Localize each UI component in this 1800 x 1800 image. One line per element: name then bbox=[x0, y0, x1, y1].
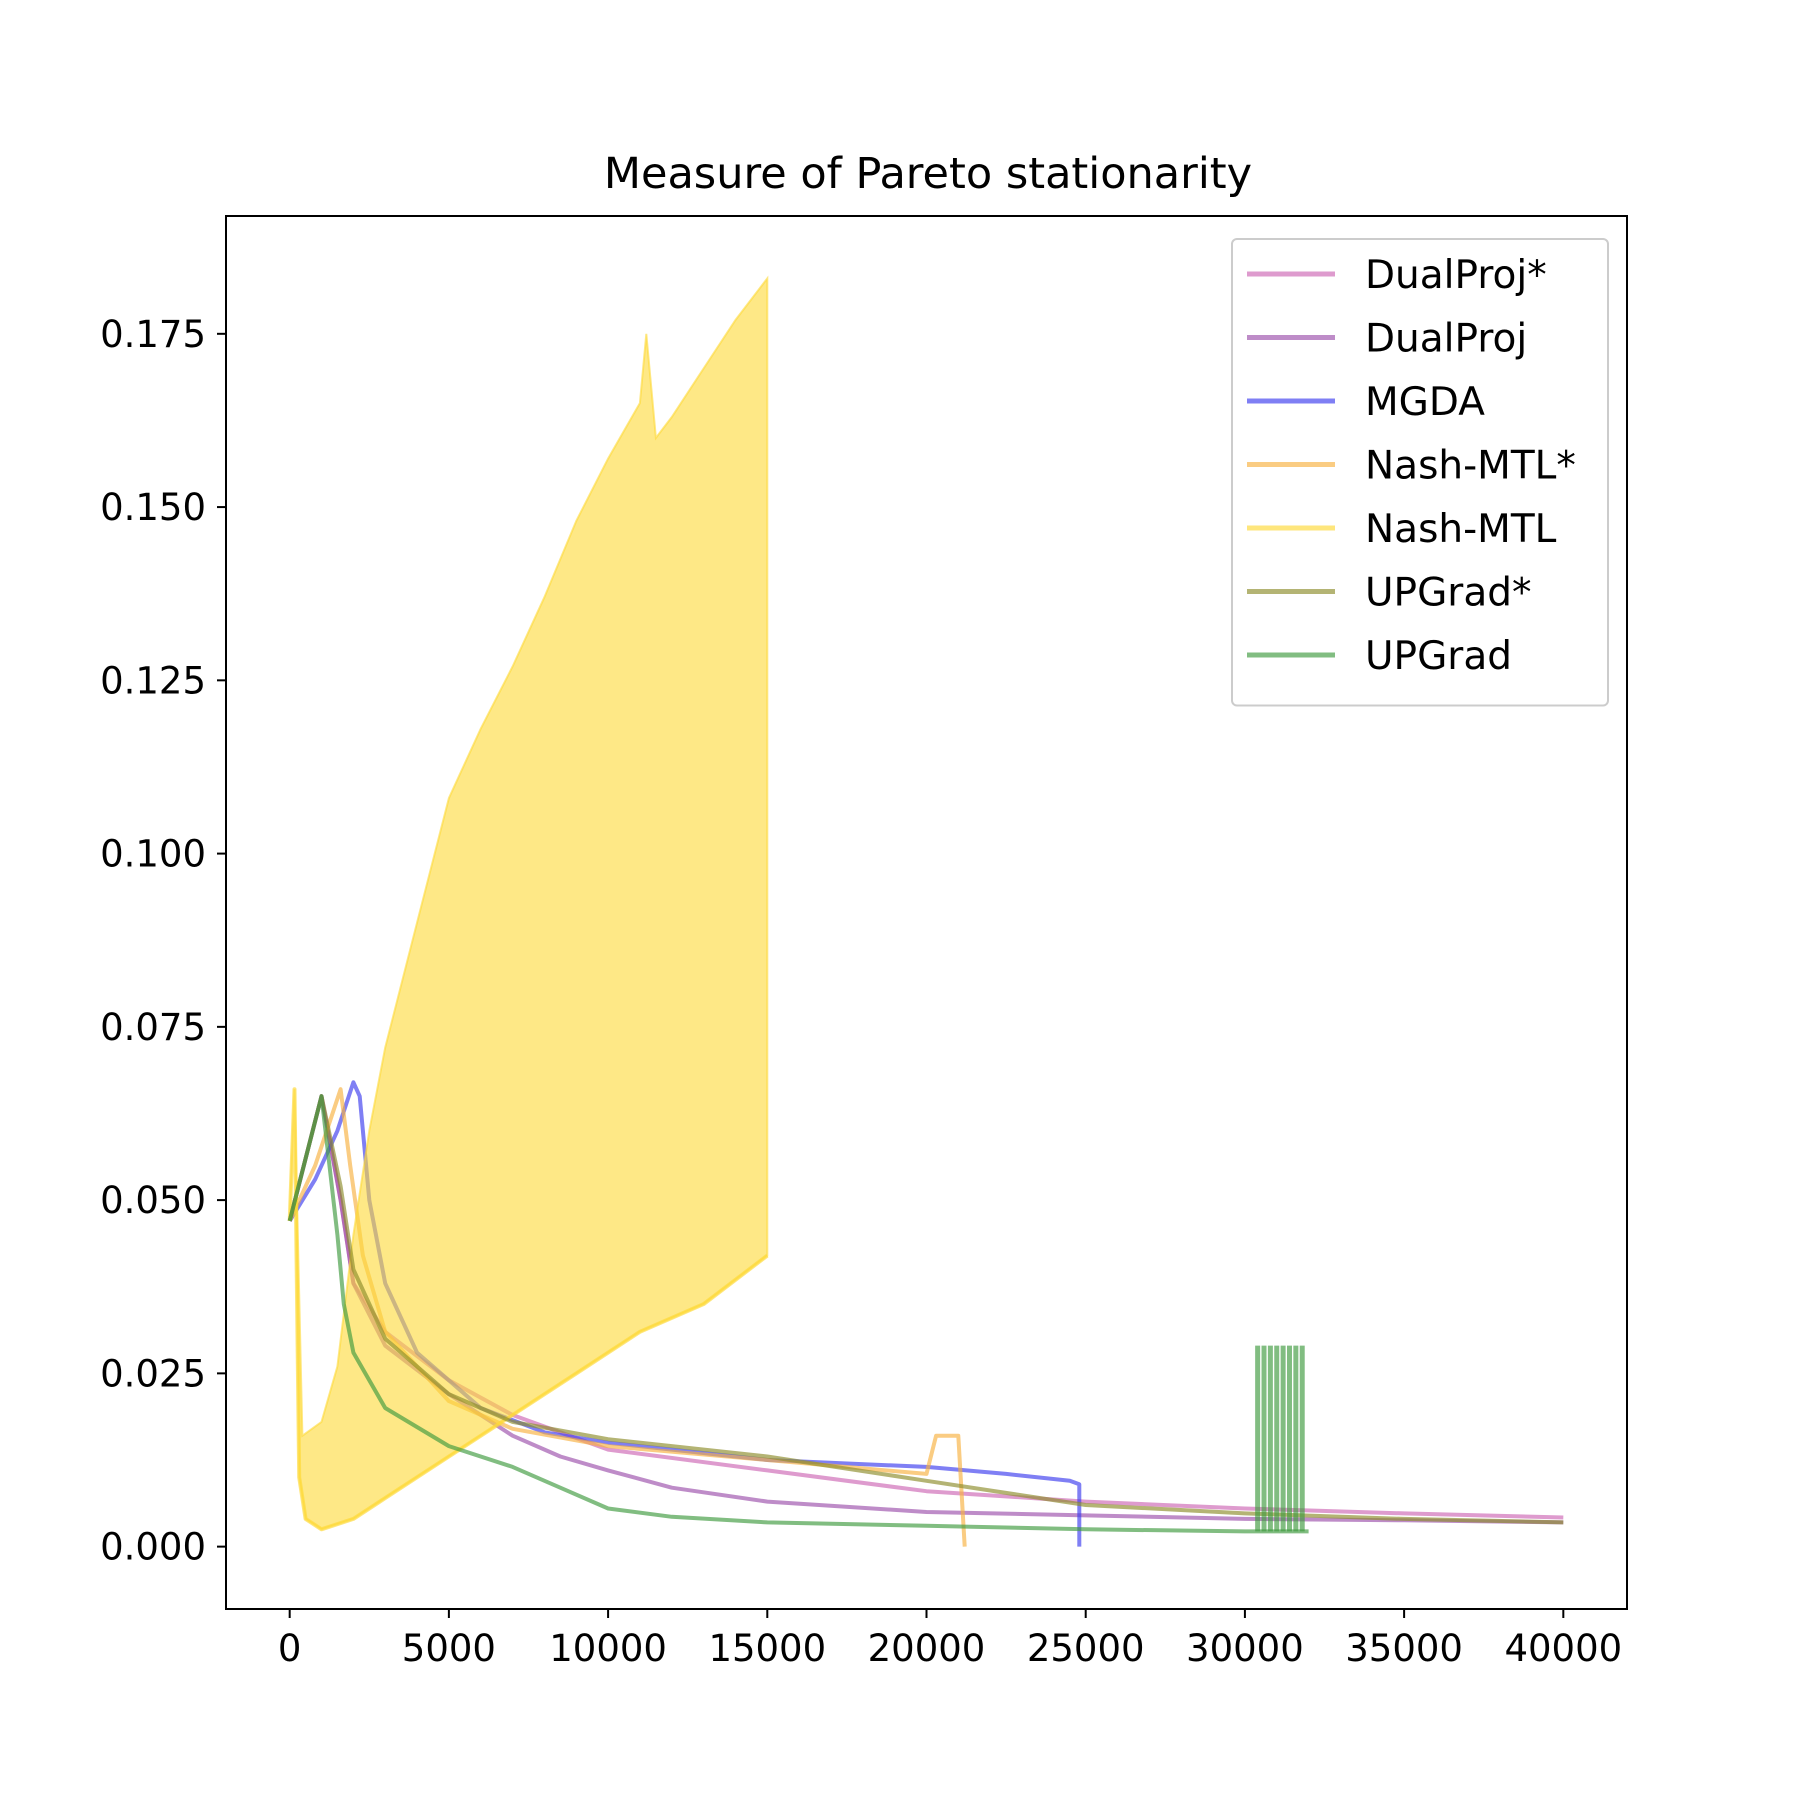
legend-item-upgrad: UPGrad* bbox=[1247, 571, 1531, 616]
chart-title: Measure of Pareto stationarity bbox=[604, 149, 1252, 199]
y-tick-label: 0.025 bbox=[100, 1352, 206, 1395]
legend-item-upgrad: UPGrad bbox=[1247, 634, 1512, 679]
legend-item-mgda: MGDA bbox=[1247, 380, 1485, 425]
series-upgrad-line bbox=[287, 1094, 1309, 1534]
legend-item-dualproj: DualProj bbox=[1247, 317, 1527, 362]
series-nash-mtl-line bbox=[287, 1087, 769, 1532]
legend-label: DualProj* bbox=[1365, 253, 1547, 298]
y-tick-label: 0.100 bbox=[100, 833, 206, 876]
x-tick-label: 10000 bbox=[549, 1627, 667, 1670]
legend: DualProj* DualProj MGDA Nash-MTL* Nash-MTL UP… bbox=[1231, 238, 1609, 707]
legend-item-nash-mtl: Nash-MTL bbox=[1247, 507, 1557, 552]
x-tick-label: 25000 bbox=[1027, 1627, 1145, 1670]
legend-label: MGDA bbox=[1365, 380, 1485, 425]
series-upgrad bbox=[287, 1094, 1309, 1534]
x-axis: 0 5000 10000 15000 20000 25000 30000 35000 40000 bbox=[278, 1609, 1622, 1670]
x-tick-label: 35000 bbox=[1345, 1627, 1463, 1670]
y-tick-label: 0.000 bbox=[100, 1526, 206, 1569]
legend-label: UPGrad* bbox=[1365, 571, 1531, 616]
x-tick-label: 20000 bbox=[868, 1627, 986, 1670]
x-tick-label: 0 bbox=[278, 1627, 302, 1670]
series-dualproj-line bbox=[287, 1094, 1564, 1525]
series-nash-mtl bbox=[287, 275, 769, 1532]
series-upgrad bbox=[287, 1094, 1564, 1525]
x-tick-label: 15000 bbox=[708, 1627, 826, 1670]
y-tick-label: 0.125 bbox=[100, 659, 206, 702]
legend-box bbox=[1231, 238, 1609, 707]
legend-label: Nash-MTL* bbox=[1365, 444, 1576, 489]
legend-label: Nash-MTL bbox=[1365, 507, 1557, 552]
series-upgrad-line bbox=[287, 1094, 1564, 1525]
legend-label: DualProj bbox=[1365, 317, 1527, 362]
y-tick-label: 0.050 bbox=[100, 1179, 206, 1222]
y-axis: 0.000 0.025 0.050 0.075 0.100 0.125 0.150 0.175 bbox=[100, 313, 226, 1569]
x-tick-label: 5000 bbox=[402, 1627, 496, 1670]
y-tick-label: 0.150 bbox=[100, 486, 206, 529]
legend-item-dualproj: DualProj* bbox=[1247, 253, 1547, 298]
plot-area bbox=[287, 275, 1564, 1547]
series-dualproj bbox=[287, 1094, 1564, 1525]
x-tick-label: 30000 bbox=[1186, 1627, 1304, 1670]
legend-item-nash-mtl: Nash-MTL* bbox=[1247, 444, 1576, 489]
legend-label: UPGrad bbox=[1365, 634, 1512, 679]
y-tick-label: 0.075 bbox=[100, 1006, 206, 1049]
y-tick-label: 0.175 bbox=[100, 313, 206, 356]
x-tick-label: 40000 bbox=[1504, 1627, 1622, 1670]
